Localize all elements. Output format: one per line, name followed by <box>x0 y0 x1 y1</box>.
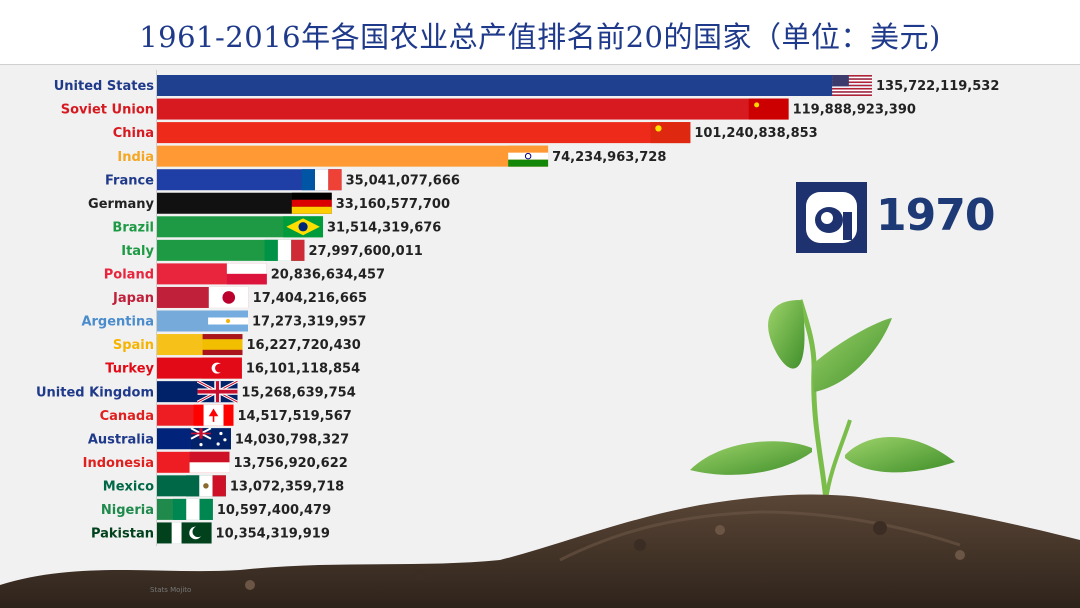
value-label: 17,273,319,957 <box>252 315 366 330</box>
value-label: 31,514,319,676 <box>327 220 441 235</box>
value-label: 10,597,400,479 <box>217 503 331 518</box>
spain-flag-icon <box>202 334 243 356</box>
bar-row: Mexico 13,072,359,718 <box>103 475 344 497</box>
value-label: 20,836,634,457 <box>271 268 385 283</box>
bar-row: United Kingdom 15,268,639,754 <box>36 379 356 404</box>
channel-logo <box>796 182 867 253</box>
bar-row: Japan 17,404,216,665 <box>112 286 367 308</box>
india-flag-icon <box>508 145 549 167</box>
bar-row: Nigeria 10,597,400,479 <box>101 498 331 520</box>
country-label: Soviet Union <box>61 103 154 118</box>
bar-row: Pakistan 10,354,319,919 <box>91 522 330 544</box>
country-label: Spain <box>113 338 154 353</box>
value-label: 135,722,119,532 <box>876 79 999 94</box>
pakistan-flag-icon <box>171 522 212 544</box>
mexico-flag-icon <box>185 475 226 497</box>
bar-row: Australia 14,030,798,327 <box>88 427 349 450</box>
country-label: Brazil <box>112 220 154 235</box>
value-label: 35,041,077,666 <box>346 173 460 188</box>
country-label: Pakistan <box>91 527 154 542</box>
watermark-text: Stats Mojito <box>150 586 192 594</box>
bar-row: Italy 27,997,600,011 <box>121 239 423 261</box>
bar <box>157 216 324 238</box>
value-label: 119,888,923,390 <box>793 103 916 118</box>
bar-row: Canada 14,517,519,567 <box>100 404 352 426</box>
china-flag-icon <box>650 122 691 144</box>
uk-flag-icon <box>196 379 239 404</box>
bar-row: Brazil 31,514,319,676 <box>112 216 441 238</box>
bar-row: United States 135,722,119,532 <box>54 75 999 96</box>
bar <box>157 192 332 214</box>
value-label: 13,072,359,718 <box>230 479 344 494</box>
indonesia-flag-icon <box>189 451 230 473</box>
country-label: United Kingdom <box>36 385 154 400</box>
country-label: China <box>113 126 154 141</box>
country-label: Turkey <box>105 362 154 377</box>
value-label: 14,030,798,327 <box>235 432 349 447</box>
bar <box>157 98 789 120</box>
bar-row: Soviet Union 119,888,923,390 <box>61 98 916 120</box>
italy-flag-icon <box>264 239 305 261</box>
canada-flag-icon <box>193 404 234 426</box>
country-label: India <box>117 150 154 165</box>
country-label: Nigeria <box>101 503 154 518</box>
bar-row: France 35,041,077,666 <box>105 169 460 191</box>
country-label: France <box>105 173 154 188</box>
value-label: 13,756,920,622 <box>233 456 347 471</box>
soviet-flag-icon <box>748 98 789 120</box>
soil-mound <box>0 494 1080 608</box>
title-bar: 1961-2016年各国农业总产值排名前20的国家（单位：美元) <box>0 0 1080 65</box>
us-flag-icon <box>832 75 872 96</box>
poland-flag-icon <box>226 263 267 285</box>
argentina-flag-icon <box>208 310 248 332</box>
value-label: 16,101,118,854 <box>246 362 360 377</box>
country-label: Australia <box>88 432 154 447</box>
value-label: 101,240,838,853 <box>694 126 817 141</box>
country-label: Germany <box>88 197 154 212</box>
country-label: Poland <box>104 268 154 283</box>
brazil-flag-icon <box>283 216 324 238</box>
bar-row: Poland 20,836,634,457 <box>104 263 385 285</box>
bar-row: Spain 16,227,720,430 <box>113 334 361 356</box>
bar <box>157 75 872 96</box>
value-label: 27,997,600,011 <box>308 244 422 259</box>
nigeria-flag-icon <box>172 498 213 520</box>
value-label: 17,404,216,665 <box>253 291 367 306</box>
value-label: 74,234,963,728 <box>552 150 666 165</box>
bar <box>157 169 342 191</box>
bar <box>157 122 691 144</box>
value-label: 10,354,319,919 <box>216 527 330 542</box>
bar-chart: United States 135,722,119,532 Soviet Union… <box>36 70 999 546</box>
country-label: Indonesia <box>83 456 154 471</box>
france-flag-icon <box>301 169 342 191</box>
year-label: 1970 <box>876 190 995 241</box>
bar-row: China 101,240,838,853 <box>113 122 818 144</box>
bar-row: Germany 33,160,577,700 <box>88 192 450 214</box>
australia-flag-icon <box>190 427 231 450</box>
country-label: Argentina <box>81 315 154 330</box>
turkey-flag-icon <box>201 357 242 379</box>
year-indicator: 1970 <box>796 182 996 254</box>
country-label: Mexico <box>103 479 154 494</box>
bar <box>157 145 549 167</box>
bar-row: Turkey 16,101,118,854 <box>105 357 360 379</box>
japan-flag-icon <box>208 286 249 308</box>
germany-flag-icon <box>291 192 332 214</box>
country-label: United States <box>54 79 155 94</box>
country-label: Italy <box>121 244 154 259</box>
value-label: 14,517,519,567 <box>237 409 351 424</box>
value-label: 33,160,577,700 <box>336 197 450 212</box>
seedling <box>690 299 955 501</box>
bar-row: India 74,234,963,728 <box>117 145 666 167</box>
country-label: Japan <box>112 291 154 306</box>
value-label: 16,227,720,430 <box>246 338 360 353</box>
bar-row: Indonesia 13,756,920,622 <box>83 451 348 473</box>
bar-row: Argentina 17,273,319,957 <box>81 310 366 332</box>
value-label: 15,268,639,754 <box>241 385 355 400</box>
page-title: 1961-2016年各国农业总产值排名前20的国家（单位：美元) <box>139 20 941 54</box>
country-label: Canada <box>100 409 154 424</box>
